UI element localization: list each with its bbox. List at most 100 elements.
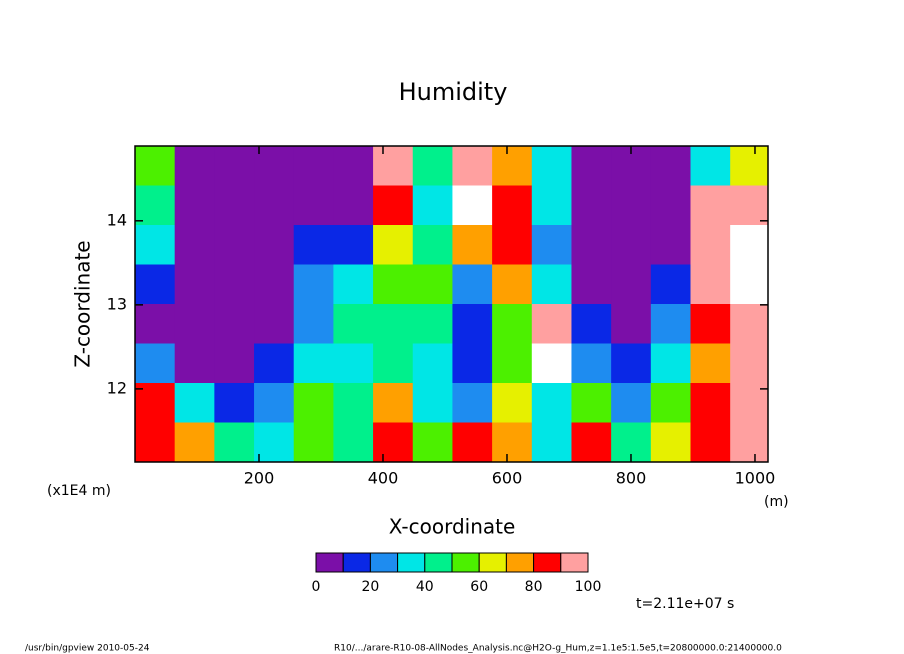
contour-cell xyxy=(571,264,612,305)
contour-cell xyxy=(571,304,612,344)
contour-cell xyxy=(452,225,493,265)
contour-cell xyxy=(373,185,414,226)
contour-cell xyxy=(650,304,692,344)
contour-cell xyxy=(293,383,334,423)
contour-cell xyxy=(412,225,453,265)
contour-cell xyxy=(730,146,769,186)
contour-cell xyxy=(333,383,374,423)
x-tick-label: 1000 xyxy=(735,469,776,488)
contour-cell xyxy=(730,225,769,265)
y-unit: (x1E4 m) xyxy=(47,483,111,499)
contour-cell xyxy=(333,146,374,186)
contour-cell xyxy=(174,422,215,463)
contour-cell xyxy=(571,422,612,463)
contour-cell xyxy=(730,185,769,226)
contour-cell xyxy=(690,146,731,186)
contour-cell xyxy=(492,343,533,384)
contour-cell xyxy=(452,422,493,463)
colorbar-box xyxy=(342,552,371,573)
contour-cell xyxy=(690,185,731,226)
colorbar-tick-label: 20 xyxy=(361,579,379,595)
contour-cell xyxy=(650,185,692,226)
contour-cell xyxy=(452,383,493,423)
contour-cell xyxy=(412,185,453,226)
contour-cell xyxy=(452,146,493,186)
plot-frame xyxy=(134,145,769,463)
contour-cell xyxy=(611,304,652,344)
x-tick-label: 400 xyxy=(368,469,399,488)
contour-cell xyxy=(333,343,374,384)
contour-cell xyxy=(373,383,414,423)
contour-cell xyxy=(373,264,414,305)
contour-cell xyxy=(611,185,652,226)
contour-cell xyxy=(531,422,572,463)
contour-cell xyxy=(730,304,769,344)
colorbar-box xyxy=(451,552,480,573)
y-tick-label: 12 xyxy=(107,378,127,397)
contour-cell xyxy=(531,264,572,305)
colorbar-box xyxy=(505,552,535,573)
contour-cell xyxy=(452,343,493,384)
contour-cell xyxy=(492,383,533,423)
contour-cell xyxy=(293,304,334,344)
contour-cell xyxy=(650,264,692,305)
contour-cell xyxy=(135,383,176,423)
contour-cell xyxy=(690,304,731,344)
contour-cell xyxy=(293,225,334,265)
contour-cell xyxy=(214,304,255,344)
contour-cell xyxy=(492,146,533,186)
contour-cell xyxy=(412,146,453,186)
x-tick-label: 600 xyxy=(492,469,523,488)
contour-cell xyxy=(135,264,176,305)
contour-cell xyxy=(531,343,572,384)
contour-cell xyxy=(412,264,453,305)
contour-cell xyxy=(531,304,572,344)
time-label: t=2.11e+07 s xyxy=(636,596,734,612)
colorbar-box xyxy=(533,552,562,573)
contour-cell xyxy=(492,264,533,305)
contour-cell xyxy=(650,343,692,384)
contour-cell xyxy=(214,225,255,265)
contour-cell xyxy=(492,225,533,265)
contour-cell xyxy=(214,383,255,423)
contour-cell xyxy=(333,304,374,344)
contour-cell xyxy=(373,304,414,344)
contour-cell xyxy=(690,225,731,265)
x-tick-label: 200 xyxy=(244,469,275,488)
contour-cell xyxy=(293,264,334,305)
contour-cell xyxy=(174,185,215,226)
contour-cell xyxy=(254,422,295,463)
contour-cell xyxy=(571,146,612,186)
contour-cell xyxy=(611,225,652,265)
contour-cell xyxy=(373,225,414,265)
contour-cell xyxy=(293,343,334,384)
colorbar-tick-label: 0 xyxy=(312,579,321,595)
x-axis-label: X-coordinate xyxy=(389,515,516,539)
contour-cell xyxy=(611,264,652,305)
contour-cell xyxy=(293,422,334,463)
contour-cell xyxy=(254,343,295,384)
contour-cell xyxy=(135,343,176,384)
x-tick-label: 800 xyxy=(616,469,647,488)
contour-cell xyxy=(174,264,215,305)
contour-cell xyxy=(492,304,533,344)
contour-cell xyxy=(452,185,493,226)
contour-cell xyxy=(730,264,769,305)
contour-cell xyxy=(135,185,176,226)
contour-cell xyxy=(730,422,769,463)
colorbar-tick-label: 60 xyxy=(470,579,488,595)
colorbar-box xyxy=(478,552,507,573)
colorbar-box xyxy=(315,552,344,573)
contour-cell xyxy=(174,383,215,423)
colorbar-box xyxy=(560,552,589,573)
contour-cell xyxy=(333,422,374,463)
colorbar-box xyxy=(369,552,399,573)
contour-cell xyxy=(492,422,533,463)
contour-cell xyxy=(135,225,176,265)
contour-cell xyxy=(730,343,769,384)
contour-cell xyxy=(571,225,612,265)
contour-cell xyxy=(690,422,731,463)
contour-cell xyxy=(135,422,176,463)
contour-cell xyxy=(174,304,215,344)
contour-cell xyxy=(333,225,374,265)
